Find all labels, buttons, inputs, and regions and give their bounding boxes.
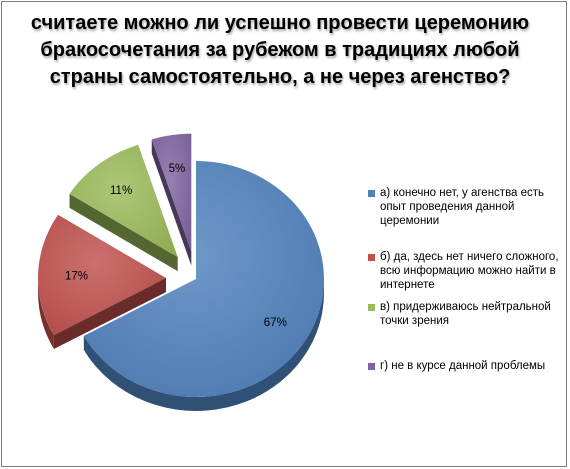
pie-slice-side	[151, 139, 192, 266]
legend-swatch	[368, 190, 375, 197]
legend-swatch	[368, 304, 375, 311]
pie-slice	[151, 133, 192, 252]
data-label: 67%	[264, 317, 287, 329]
legend-label: б) да, здесь нет ничего сложного, всю ин…	[380, 251, 559, 291]
chart-title: считаете можно ли успешно провести церем…	[30, 12, 530, 88]
legend-label: в) придерживаюсь нейтральной точки зрени…	[380, 301, 551, 327]
data-label: 17%	[65, 271, 88, 283]
legend-label: а) конечно нет, у агенства есть опыт про…	[380, 187, 545, 227]
pie-slice	[38, 214, 167, 335]
legend-label: г) не в курсе данной проблемы	[380, 360, 546, 372]
pie-slice	[69, 144, 178, 258]
legend-swatch	[368, 254, 375, 261]
pie-slice	[83, 161, 325, 398]
data-label: 11%	[110, 185, 132, 197]
data-label: 5%	[169, 163, 186, 175]
pie-layer: 67% 17% 11% 5%	[38, 133, 325, 411]
legend-swatch	[368, 363, 375, 370]
